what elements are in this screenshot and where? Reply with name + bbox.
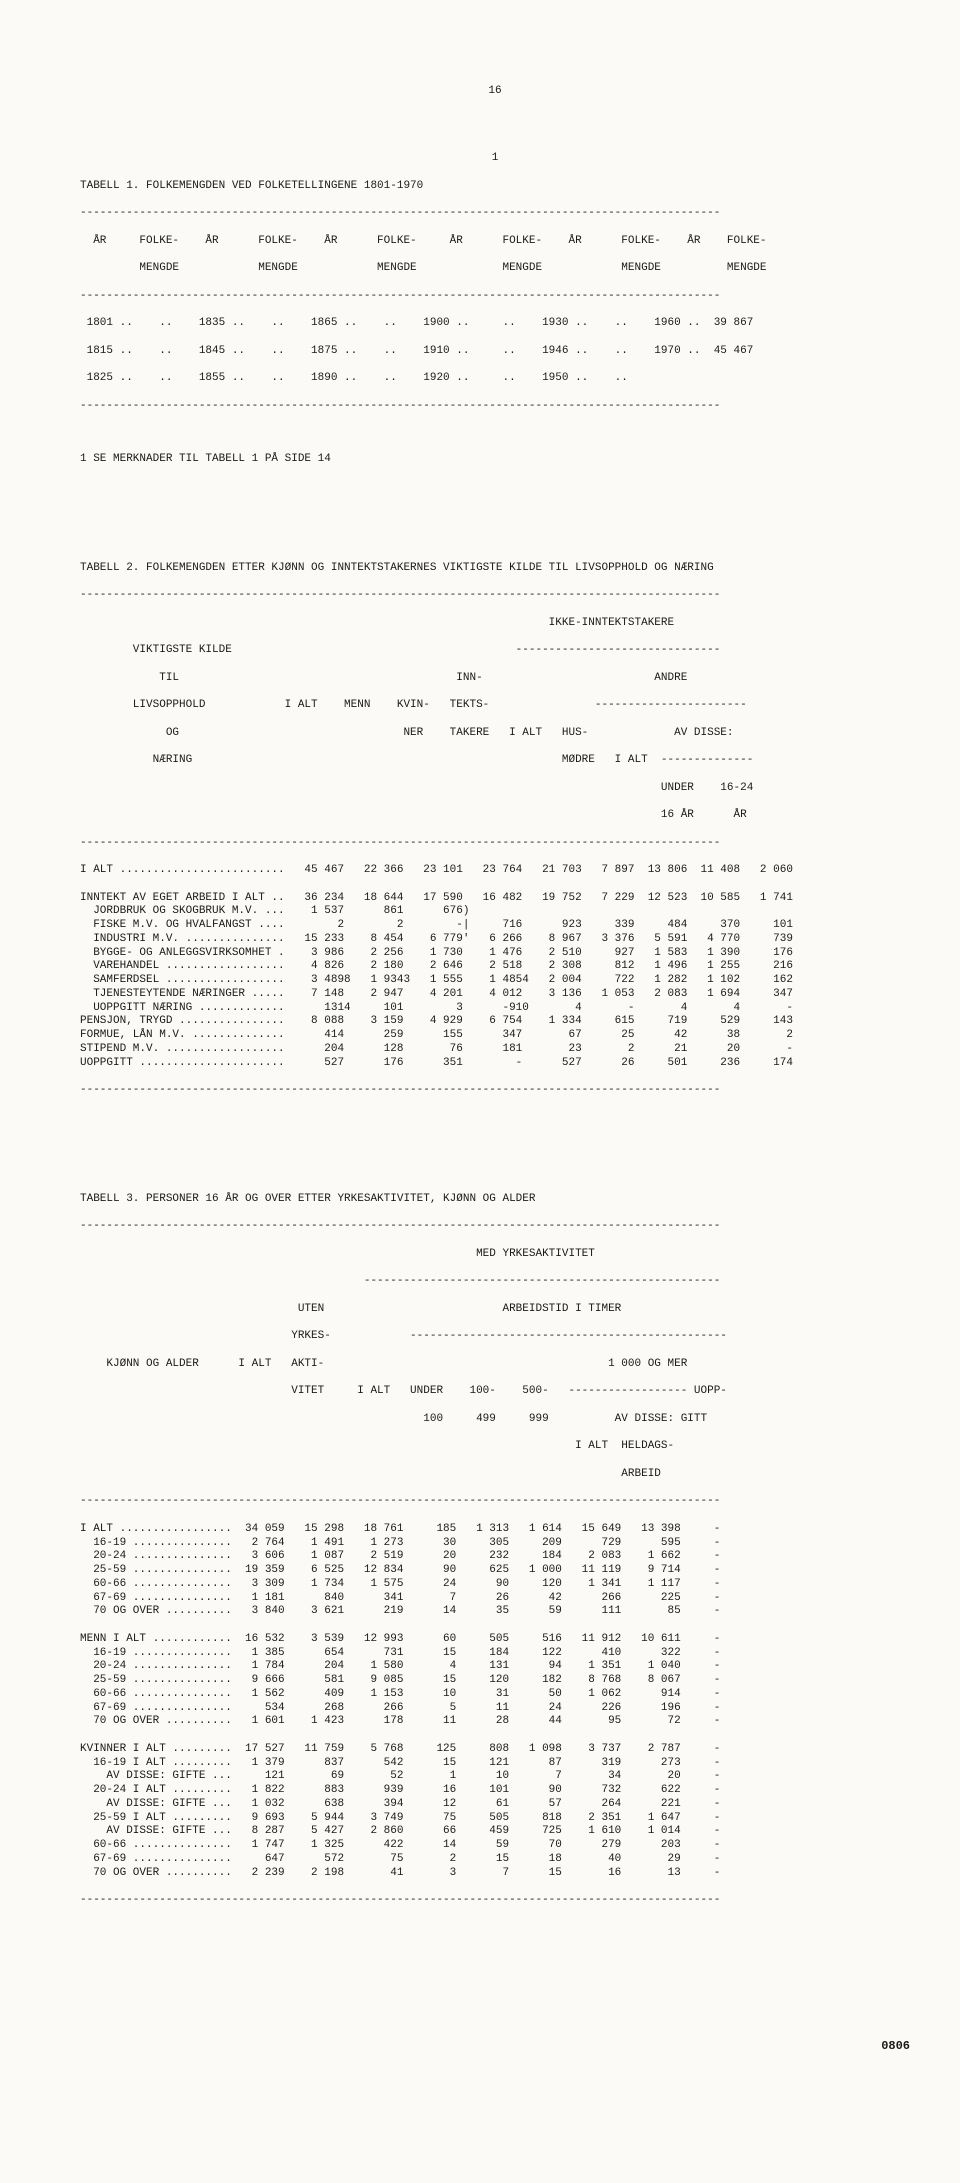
table3-header: MED YRKESAKTIVITET (80, 1248, 910, 1262)
table2-body: I ALT ......................... 45 467 2… (80, 864, 910, 1070)
table2-header: NÆRING MØDRE I ALT -------------- (80, 754, 910, 768)
rule: ----------------------------------------… (80, 589, 910, 603)
table-row: MENN I ALT ............ 16 532 3 539 12 … (80, 1633, 910, 1647)
table3-header: I ALT HELDAGS- (80, 1440, 910, 1454)
table-row: 20-24 I ALT ......... 1 822 883 939 16 1… (80, 1784, 910, 1798)
rule: ----------------------------------------… (80, 290, 910, 304)
table2-header: 16 ÅR ÅR (80, 809, 910, 823)
table-row: TJENESTEYTENDE NÆRINGER ..... 7 148 2 94… (80, 988, 910, 1002)
table-row: STIPEND M.V. .................. 204 128 … (80, 1043, 910, 1057)
rule: ----------------------------------------… (80, 1894, 910, 1908)
table-row: 25-59 I ALT ......... 9 693 5 944 3 749 … (80, 1812, 910, 1826)
table1-row: 1825 .. .. 1855 .. .. 1890 .. .. 1920 ..… (80, 372, 910, 386)
table-3: TABELL 3. PERSONER 16 ÅR OG OVER ETTER Y… (80, 1179, 910, 1922)
table-1: 1 TABELL 1. FOLKEMENGDEN VED FOLKETELLIN… (80, 138, 910, 480)
table1-row: 1815 .. .. 1845 .. .. 1875 .. .. 1910 ..… (80, 345, 910, 359)
table-row: AV DISSE: GIFTE ... 8 287 5 427 2 860 66… (80, 1825, 910, 1839)
table3-header: 100 499 999 AV DISSE: GITT (80, 1413, 910, 1427)
table-row (80, 1729, 910, 1743)
table-row: FORMUE, LÅN M.V. .............. 414 259 … (80, 1029, 910, 1043)
table1-row: 1801 .. .. 1835 .. .. 1865 .. .. 1900 ..… (80, 317, 910, 331)
table2-header: LIVSOPPHOLD I ALT MENN KVIN- TEKTS- ----… (80, 699, 910, 713)
table-row: SAMFERDSEL .................. 3 4898 1 9… (80, 974, 910, 988)
table-row: AV DISSE: GIFTE ... 121 69 52 1 10 7 34 … (80, 1770, 910, 1784)
table-row: VAREHANDEL .................. 4 826 2 18… (80, 960, 910, 974)
table-row: INDUSTRI M.V. ............... 15 233 8 4… (80, 933, 910, 947)
table-row: FISKE M.V. OG HVALFANGST .... 2 2 -| 716… (80, 919, 910, 933)
rule: ----------------------------------------… (80, 1495, 910, 1509)
table-row: 16-19 ............... 1 385 654 731 15 1… (80, 1647, 910, 1661)
table-row: BYGGE- OG ANLEGGSVIRKSOMHET . 3 986 2 25… (80, 947, 910, 961)
table-row: 16-19 I ALT ......... 1 379 837 542 15 1… (80, 1757, 910, 1771)
table3-header: ARBEID (80, 1468, 910, 1482)
table3-header: ----------------------------------------… (80, 1275, 910, 1289)
rule: ----------------------------------------… (80, 1084, 910, 1098)
table-row: I ALT ......................... 45 467 2… (80, 864, 910, 878)
rule: ----------------------------------------… (80, 207, 910, 221)
table-row: 20-24 ............... 1 784 204 1 580 4 … (80, 1660, 910, 1674)
table2-header: IKKE-INNTEKTSTAKERE (80, 617, 910, 631)
table1-header-2: MENGDE MENGDE MENGDE MENGDE MENGDE MENGD… (80, 262, 910, 276)
table-row: I ALT ................. 34 059 15 298 18… (80, 1523, 910, 1537)
table-row: 67-69 ............... 647 572 75 2 15 18… (80, 1853, 910, 1867)
rule: ----------------------------------------… (80, 837, 910, 851)
table-row (80, 1619, 910, 1633)
table2-header: TIL INN- ANDRE (80, 672, 910, 686)
table-row: PENSJON, TRYGD ................ 8 088 3 … (80, 1015, 910, 1029)
table-row: UOPPGITT ...................... 527 176 … (80, 1057, 910, 1071)
table3-header: VITET I ALT UNDER 100- 500- ------------… (80, 1385, 910, 1399)
table2-title: TABELL 2. FOLKEMENGDEN ETTER KJØNN OG IN… (80, 562, 910, 576)
table-row: 70 OG OVER .......... 2 239 2 198 41 3 7… (80, 1867, 910, 1881)
table-row: 25-59 ............... 9 666 581 9 085 15… (80, 1674, 910, 1688)
table-row: KVINNER I ALT ......... 17 527 11 759 5 … (80, 1743, 910, 1757)
table3-header: KJØNN OG ALDER I ALT AKTI- 1 000 OG MER (80, 1358, 910, 1372)
rule: ----------------------------------------… (80, 400, 910, 414)
table3-title: TABELL 3. PERSONER 16 ÅR OG OVER ETTER Y… (80, 1193, 910, 1207)
table-row: JORDBRUK OG SKOGBRUK M.V. ... 1 537 861 … (80, 905, 910, 919)
table-row: 25-59 ............... 19 359 6 525 12 83… (80, 1564, 910, 1578)
table-row: 67-69 ............... 534 268 266 5 11 2… (80, 1702, 910, 1716)
table-row: UOPPGITT NÆRING ............. 1314 101 3… (80, 1002, 910, 1016)
table-row: INNTEKT AV EGET ARBEID I ALT .. 36 234 1… (80, 892, 910, 906)
footnote-marker: 1 (80, 152, 910, 166)
table3-header: YRKES- ---------------------------------… (80, 1330, 910, 1344)
table2-header: OG NER TAKERE I ALT HUS- AV DISSE: (80, 727, 910, 741)
table-2: TABELL 2. FOLKEMENGDEN ETTER KJØNN OG IN… (80, 548, 910, 1112)
table1-footnote: 1 SE MERKNADER TIL TABELL 1 PÅ SIDE 14 (80, 453, 910, 467)
table3-body: I ALT ................. 34 059 15 298 18… (80, 1523, 910, 1881)
page-number: 16 (80, 85, 910, 99)
footer-code: 0806 (80, 2039, 910, 2054)
table3-header: UTEN ARBEIDSTID I TIMER (80, 1303, 910, 1317)
table-row: 60-66 ............... 3 309 1 734 1 575 … (80, 1578, 910, 1592)
table-row: 16-19 ............... 2 764 1 491 1 273 … (80, 1537, 910, 1551)
table1-title: TABELL 1. FOLKEMENGDEN VED FOLKETELLINGE… (80, 180, 910, 194)
table-row (80, 878, 910, 892)
table-row: 70 OG OVER .......... 3 840 3 621 219 14… (80, 1605, 910, 1619)
table2-header: VIKTIGSTE KILDE ------------------------… (80, 644, 910, 658)
table1-header-1: ÅR FOLKE- ÅR FOLKE- ÅR FOLKE- ÅR FOLKE- … (80, 235, 910, 249)
table-row: 20-24 ............... 3 606 1 087 2 519 … (80, 1550, 910, 1564)
table-row: 60-66 ............... 1 562 409 1 153 10… (80, 1688, 910, 1702)
table2-header: UNDER 16-24 (80, 782, 910, 796)
rule: ----------------------------------------… (80, 1220, 910, 1234)
table-row: AV DISSE: GIFTE ... 1 032 638 394 12 61 … (80, 1798, 910, 1812)
table-row: 70 OG OVER .......... 1 601 1 423 178 11… (80, 1715, 910, 1729)
table-row: 67-69 ............... 1 181 840 341 7 26… (80, 1592, 910, 1606)
table-row: 60-66 ............... 1 747 1 325 422 14… (80, 1839, 910, 1853)
